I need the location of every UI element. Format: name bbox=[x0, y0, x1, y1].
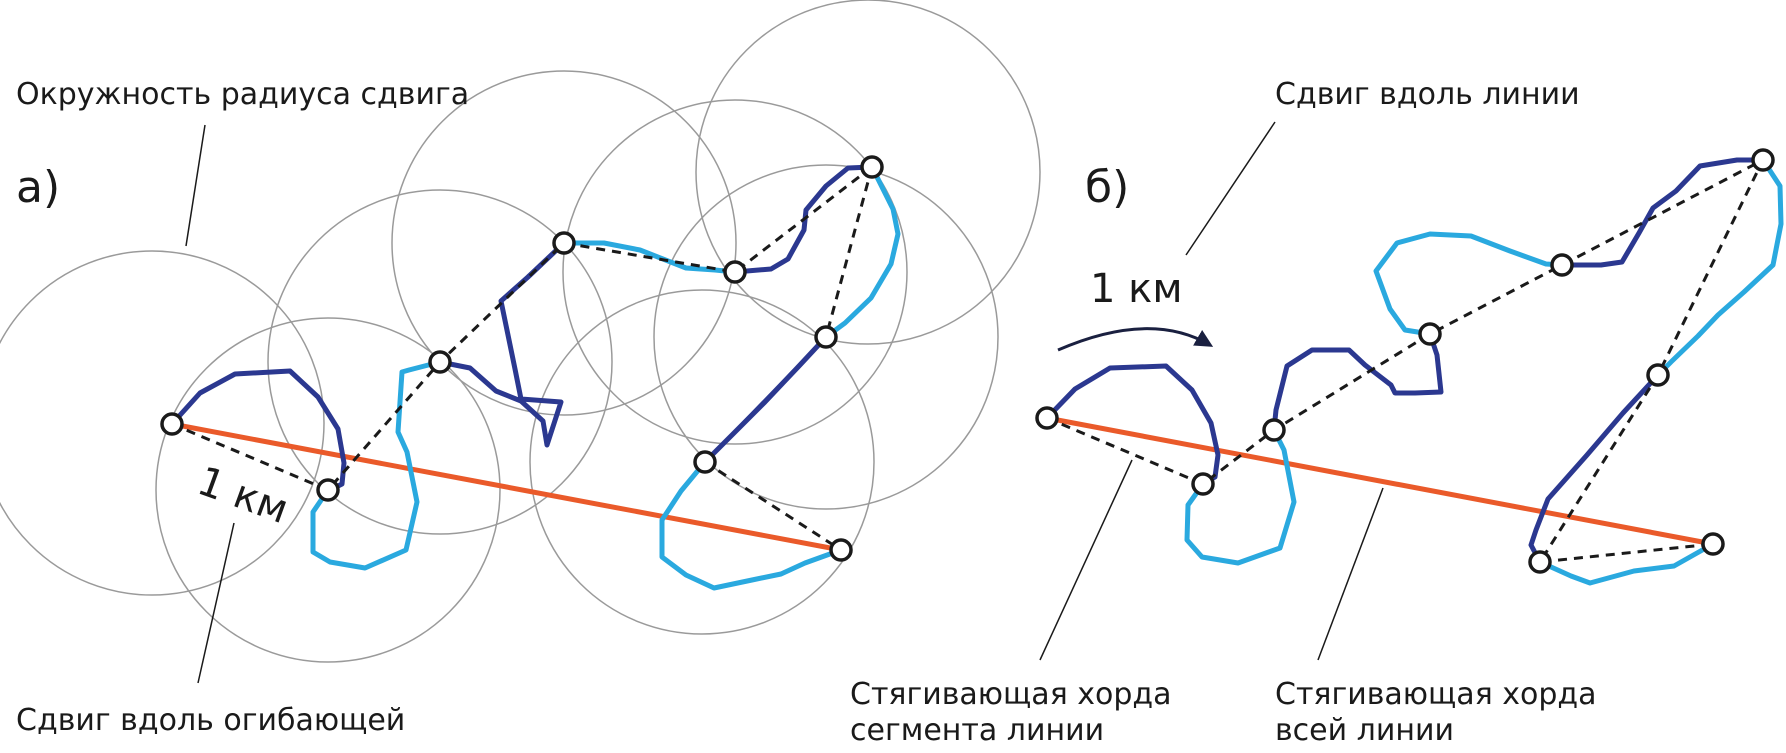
vertex-node-icon bbox=[1262, 418, 1286, 442]
line-segment-dark bbox=[1044, 363, 1221, 487]
vertex-node-icon bbox=[1646, 363, 1670, 387]
shift-circle-label: Окружность радиуса сдвига bbox=[16, 77, 469, 112]
vertex-node-icon bbox=[428, 350, 452, 374]
line-segment-light bbox=[823, 164, 901, 340]
shift-circle-leader bbox=[185, 124, 206, 247]
line-segment-light bbox=[659, 459, 844, 591]
vertex-node-icon bbox=[1751, 148, 1775, 172]
vertex-node-icon bbox=[316, 478, 340, 502]
panel-a: Окружность радиуса сдвига а) 1 км Сдвиг … bbox=[0, 0, 1041, 738]
whole-chord-label-line2: всей линии bbox=[1275, 713, 1454, 748]
vertices bbox=[1035, 148, 1775, 574]
segment-chord-leader bbox=[1039, 459, 1133, 661]
bottom-leader-a bbox=[197, 522, 235, 684]
vertex-node-icon bbox=[1528, 550, 1552, 574]
line-segment-light bbox=[1373, 231, 1565, 337]
vertex-node-icon bbox=[723, 260, 747, 284]
whole-chord-leader bbox=[1317, 487, 1384, 661]
line-segment-dark bbox=[1559, 157, 1766, 268]
shift-circle bbox=[529, 289, 875, 635]
panel-b-letter: б) bbox=[1085, 162, 1129, 213]
shift-circle bbox=[562, 99, 908, 445]
line-segment-dark bbox=[437, 240, 567, 448]
vertex-node-icon bbox=[860, 155, 884, 179]
shift-circle bbox=[155, 317, 501, 663]
generalized-line bbox=[704, 460, 842, 552]
vertex-node-icon bbox=[160, 412, 184, 436]
whole-chord-label-line1: Стягивающая хорда bbox=[1275, 677, 1597, 712]
shift-circle bbox=[267, 189, 613, 535]
line-shift-leader bbox=[1185, 121, 1276, 256]
segment-chord-label-line2: сегмента линии bbox=[850, 713, 1104, 748]
envelope-shift-label: Сдвиг вдоль огибающей bbox=[16, 703, 405, 738]
vertex-node-icon bbox=[1035, 406, 1059, 430]
vertex-node-icon bbox=[1191, 472, 1215, 496]
line-segment-light bbox=[1537, 541, 1716, 586]
shift-radius-circles bbox=[0, 0, 1041, 663]
vertex-node-icon bbox=[1550, 253, 1574, 277]
vertices bbox=[160, 155, 884, 562]
original-line-light bbox=[310, 164, 901, 591]
line-segment-dark bbox=[169, 368, 347, 493]
line-segment-dark bbox=[1271, 331, 1444, 433]
line-segment-light bbox=[310, 359, 443, 571]
generalized-line bbox=[824, 166, 874, 338]
vertex-node-icon bbox=[693, 450, 717, 474]
distance-label-b: 1 км bbox=[1090, 266, 1183, 312]
line-shift-label: Сдвиг вдоль линии bbox=[1275, 77, 1580, 112]
whole-line-chord bbox=[169, 421, 844, 553]
vertex-node-icon bbox=[1701, 532, 1725, 556]
line-segment-light bbox=[1655, 157, 1784, 378]
original-line-dark bbox=[1044, 157, 1766, 565]
shift-circle bbox=[391, 70, 737, 416]
segment-chord-label-line1: Стягивающая хорда bbox=[850, 677, 1172, 712]
line-segment-dark bbox=[1528, 372, 1661, 565]
panel-b: б) Сдвиг вдоль линии 1 км Стягивающая хо… bbox=[850, 77, 1784, 748]
shift-circle bbox=[0, 250, 325, 596]
curved-arrow-icon bbox=[1057, 327, 1214, 352]
whole-line-chord bbox=[1044, 415, 1716, 547]
vertex-node-icon bbox=[552, 231, 576, 255]
vertex-node-icon bbox=[1418, 322, 1442, 346]
original-line-light bbox=[1184, 157, 1784, 586]
vertex-node-icon bbox=[829, 538, 853, 562]
shift-circle bbox=[653, 164, 999, 510]
line-segment-light bbox=[1184, 427, 1297, 566]
vertex-node-icon bbox=[814, 325, 838, 349]
generalized-line-solid bbox=[703, 335, 828, 464]
shift-circle bbox=[695, 0, 1041, 345]
generalized-line bbox=[1046, 156, 1767, 564]
panel-a-letter: а) bbox=[16, 162, 60, 213]
